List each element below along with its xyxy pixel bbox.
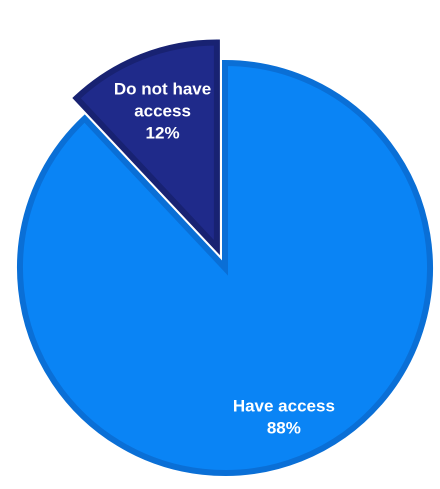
pie-slice-have-access bbox=[17, 59, 433, 476]
slice-category-label: access bbox=[134, 101, 191, 120]
slice-category-label: Have access bbox=[233, 397, 335, 416]
slice-value-label: 12% bbox=[146, 123, 180, 142]
slice-value-label: 88% bbox=[267, 419, 301, 438]
slice-category-label: Do not have bbox=[114, 79, 211, 98]
pie-slice-do-not-have-access bbox=[72, 39, 220, 256]
slices-layer bbox=[17, 39, 433, 476]
slice-label-have-access: Have access 88% bbox=[233, 397, 335, 438]
labels-layer: Have access 88% Do not have access 12% bbox=[114, 79, 335, 437]
slice-label-do-not-have-access: Do not have access 12% bbox=[114, 79, 211, 142]
